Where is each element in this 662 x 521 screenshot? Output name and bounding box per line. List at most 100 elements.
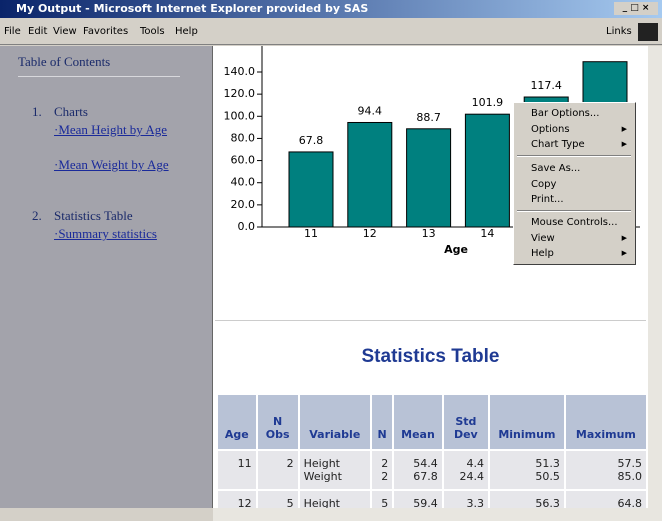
bar — [347, 121, 393, 228]
menu-edit[interactable]: Edit — [28, 26, 48, 37]
menu-item[interactable]: Copy — [531, 179, 557, 190]
cell-value: 2 — [381, 457, 389, 470]
y-tick-label: 40.0 — [231, 176, 256, 189]
table-row: 12 5 Height 5 59.4 3.3 56.3 64.8 — [218, 491, 646, 508]
value-label: 117.4 — [530, 79, 562, 92]
menu-item[interactable]: View — [531, 233, 555, 244]
x-tick-label: 12 — [363, 227, 377, 240]
menu-item[interactable]: Help — [531, 248, 554, 259]
submenu-arrow: ▶ — [621, 249, 627, 257]
cell-value: 4.4 — [466, 457, 484, 470]
bar — [406, 128, 452, 228]
cell-std: 4.4 24.4 — [443, 451, 488, 489]
toc-title: Table of Contents — [18, 54, 111, 69]
toc-link[interactable]: ·Mean Height by Age — [54, 122, 168, 137]
links[interactable]: Links — [606, 26, 632, 37]
menu-help[interactable]: Help — [175, 26, 198, 37]
value-label: 88.7 — [416, 111, 441, 124]
section-label: Charts — [54, 104, 88, 119]
value-label: 101.9 — [472, 96, 504, 109]
cell-value: Weight — [303, 470, 342, 483]
cell-value: 2 — [381, 470, 389, 483]
stats-table: Age N Obs Variable N Mean Std Dev Minimum Maxim… — [216, 393, 648, 508]
cell-value: 54.4 — [413, 457, 438, 470]
cell-value: 56.3 — [535, 497, 560, 508]
title-bar: My Output - Microsoft Internet Explorer … — [0, 0, 662, 18]
menu-item[interactable]: Print... — [531, 194, 564, 205]
menu-file[interactable]: File — [4, 26, 21, 37]
menu-view[interactable]: View — [53, 26, 77, 37]
menu-tools[interactable]: Tools — [140, 26, 165, 37]
cell-value: 51.3 — [535, 457, 560, 470]
y-tick-label: 120.0 — [224, 87, 256, 100]
column-header: Maximum — [565, 395, 646, 449]
toc-rule — [18, 76, 180, 77]
cell-min: 51.3 50.5 — [489, 451, 564, 489]
cell-value: 85.0 — [617, 470, 643, 483]
column-header: Age — [218, 395, 256, 449]
context-menu: Bar Options... Options ▶ Chart Type ▶ Save… — [513, 102, 636, 265]
table-row: 11 2 Height Weight 2 2 54.4 67.8 4.4 24.4 51.3 50.5… — [218, 451, 646, 489]
window-title: My Output - Microsoft Internet Explorer … — [16, 2, 369, 15]
cell-mean: 54.4 67.8 — [394, 451, 442, 489]
toc-link[interactable]: ·Summary statistics — [54, 226, 157, 241]
window-controls[interactable]: _ □ × — [614, 2, 658, 15]
section-number: 1. — [32, 104, 42, 119]
menu-item[interactable]: Save As... — [531, 163, 581, 174]
bar — [464, 113, 510, 228]
submenu-arrow: ▶ — [621, 125, 627, 133]
y-tick-label: 100.0 — [224, 109, 256, 122]
toc-pane: Table of Contents 1. Charts ·Mean Height… — [0, 46, 213, 508]
menu-bar: File Edit View Favorites Tools Help Link… — [0, 20, 662, 45]
column-header: N — [371, 395, 393, 449]
x-tick-label: 14 — [480, 227, 494, 240]
toc-link[interactable]: ·Mean Weight by Age — [54, 157, 169, 172]
column-header: Minimum — [489, 395, 564, 449]
cell-value: 64.8 — [617, 497, 643, 508]
cell-value: 24.4 — [459, 470, 484, 483]
menu-item[interactable]: Options — [531, 124, 570, 135]
submenu-arrow: ▶ — [621, 234, 627, 242]
cell-age: 12 — [218, 491, 256, 508]
cell-n: 5 — [371, 491, 393, 508]
menu-item[interactable]: Mouse Controls... — [531, 217, 618, 228]
y-tick-label: 20.0 — [231, 198, 256, 211]
cell-max: 64.8 — [565, 491, 646, 508]
cell-value: Height — [303, 497, 340, 508]
divider — [215, 320, 646, 321]
cell-nobs: 2 — [257, 451, 298, 489]
x-tick-label: 11 — [304, 227, 318, 240]
x-axis-label: Age — [444, 243, 468, 256]
separator — [517, 155, 631, 157]
bar — [288, 151, 334, 228]
cell-value: 57.5 — [617, 457, 643, 470]
cell-value: 67.8 — [413, 470, 438, 483]
cell-nobs: 5 — [257, 491, 298, 508]
cell-value: Height — [303, 457, 340, 470]
cell-max: 57.5 85.0 — [565, 451, 646, 489]
column-header: Variable — [299, 395, 370, 449]
x-tick-label: 13 — [422, 227, 436, 240]
vertical-scrollbar[interactable] — [648, 46, 662, 508]
menu-favorites[interactable]: Favorites — [83, 26, 129, 37]
cell-value: 50.5 — [535, 470, 560, 483]
ie-logo — [638, 23, 658, 41]
y-tick-label: 0.0 — [238, 220, 256, 233]
section-number: 2. — [32, 208, 42, 223]
menu-item[interactable]: Chart Type — [531, 139, 585, 150]
cell-age: 11 — [218, 451, 256, 489]
cell-value: 3.3 — [466, 497, 484, 508]
column-header: Mean — [394, 395, 442, 449]
menu-item[interactable]: Bar Options... — [531, 108, 600, 119]
section-label: Statistics Table — [54, 208, 133, 223]
y-tick-label: 80.0 — [231, 131, 256, 144]
stats-heading: Statistics Table — [361, 346, 500, 367]
value-label: 94.4 — [358, 104, 383, 117]
submenu-arrow: ▶ — [621, 140, 627, 148]
horizontal-scrollbar[interactable] — [213, 508, 662, 521]
column-header: N Obs — [257, 395, 298, 449]
cell-variable: Height — [299, 491, 370, 508]
cell-min: 56.3 — [489, 491, 564, 508]
